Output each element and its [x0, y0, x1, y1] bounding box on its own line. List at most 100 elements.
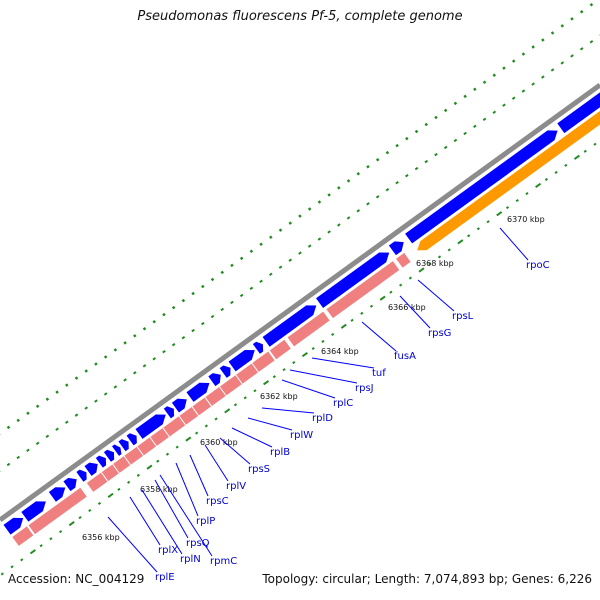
- gc-mark: [55, 427, 59, 431]
- gene-label-rplV[interactable]: rplV: [226, 481, 246, 492]
- gene-boundary: [191, 406, 199, 416]
- gene-label-rplC[interactable]: rplC: [333, 398, 353, 409]
- gc-mark: [103, 355, 108, 359]
- gene-label-leader: [499, 227, 529, 261]
- gene-label-rplW[interactable]: rplW: [290, 430, 313, 441]
- gene-label-leader: [204, 444, 229, 482]
- forward-gene[interactable]: [118, 439, 129, 452]
- forward-gene[interactable]: [208, 373, 221, 387]
- forward-gene[interactable]: [388, 241, 404, 256]
- gc-mark: [103, 392, 108, 396]
- gene-label-rplP[interactable]: rplP: [196, 516, 215, 527]
- reverse-gene[interactable]: [269, 339, 291, 360]
- gc-mark: [49, 537, 53, 541]
- forward-gene[interactable]: [21, 501, 46, 522]
- gc-mark: [482, 80, 487, 84]
- gc-mark: [132, 371, 137, 375]
- forward-gene[interactable]: [95, 455, 107, 468]
- tick-label: 6362 kbp: [260, 392, 298, 401]
- reverse-gene[interactable]: [326, 261, 400, 319]
- gene-label-fusA[interactable]: fusA: [394, 351, 416, 362]
- gc-mark: [327, 230, 331, 234]
- rpoC-gene[interactable]: [417, 91, 600, 251]
- gc-mark: [191, 291, 195, 296]
- forward-gene[interactable]: [228, 349, 255, 372]
- gene-label-rpsJ[interactable]: rpsJ: [355, 383, 374, 394]
- forward-gene[interactable]: [135, 414, 166, 439]
- forward-gene[interactable]: [405, 130, 558, 244]
- gene-label-rpsC[interactable]: rpsC: [206, 496, 229, 507]
- gc-mark: [389, 290, 393, 294]
- forward-gene[interactable]: [84, 462, 98, 476]
- forward-gene[interactable]: [163, 406, 175, 419]
- gene-label-rpoC[interactable]: rpoC: [526, 260, 550, 271]
- forward-gene[interactable]: [171, 398, 187, 413]
- gene-label-leader: [154, 479, 189, 539]
- gc-mark: [375, 195, 380, 199]
- forward-gene[interactable]: [186, 382, 210, 402]
- gene-label-rpsS[interactable]: rpsS: [248, 464, 270, 475]
- gc-mark: [68, 520, 75, 527]
- gene-label-rplD[interactable]: rplD: [312, 413, 333, 424]
- gene-label-tuf[interactable]: tuf: [372, 368, 386, 379]
- forward-gene[interactable]: [126, 433, 137, 446]
- gc-mark: [414, 166, 419, 171]
- gc-mark: [249, 286, 254, 291]
- gc-mark: [457, 239, 464, 245]
- gc-mark: [263, 380, 270, 386]
- gc-mark: [424, 159, 429, 164]
- forward-gene[interactable]: [219, 365, 231, 378]
- tick-label: 6358 kbp: [140, 485, 178, 494]
- gc-mark: [55, 390, 59, 394]
- gc-mark: [146, 464, 153, 470]
- gc-mark: [35, 404, 40, 408]
- reverse-gene[interactable]: [86, 351, 275, 492]
- gc-mark: [317, 237, 322, 241]
- reverse-gene[interactable]: [28, 487, 87, 535]
- gc-mark: [214, 417, 218, 421]
- accession-text: Accession: NC_004129: [8, 572, 145, 586]
- reverse-gene[interactable]: [12, 526, 34, 546]
- gc-mark: [366, 202, 370, 206]
- forward-gene[interactable]: [557, 83, 600, 134]
- tick-label: 6368 kbp: [416, 259, 454, 268]
- gene-label-rpsL[interactable]: rpsL: [452, 311, 474, 322]
- gene-label-leader: [219, 437, 251, 465]
- forward-gene[interactable]: [3, 517, 24, 535]
- gene-label-rplN[interactable]: rplN: [180, 554, 201, 565]
- gene-label-rplE[interactable]: rplE: [155, 572, 175, 583]
- forward-gene[interactable]: [63, 477, 77, 492]
- forward-gene[interactable]: [112, 444, 122, 456]
- gene-boundary: [219, 386, 227, 396]
- gc-mark: [136, 473, 140, 477]
- gc-mark: [331, 332, 335, 336]
- gc-mark: [301, 351, 308, 358]
- gc-mark: [463, 94, 467, 99]
- gene-label-rpsG[interactable]: rpsG: [428, 328, 451, 339]
- tick-label: 6364 kbp: [321, 347, 359, 356]
- gc-mark: [511, 59, 516, 63]
- gc-mark: [505, 206, 510, 210]
- gene-label-rplX[interactable]: rplX: [158, 545, 178, 556]
- gene-label-rpmC[interactable]: rpmC: [210, 556, 237, 567]
- forward-gene[interactable]: [262, 305, 317, 347]
- forward-gene[interactable]: [48, 487, 66, 502]
- gc-mark: [26, 448, 30, 453]
- gc-mark: [511, 96, 516, 100]
- gene-label-rplB[interactable]: rplB: [270, 447, 290, 458]
- gc-mark: [94, 399, 98, 403]
- gc-mark: [181, 335, 186, 340]
- reverse-gene[interactable]: [287, 311, 330, 347]
- map-title: Pseudomonas fluorescens Pf-5, complete g…: [137, 9, 463, 24]
- gc-mark: [278, 265, 283, 269]
- gc-mark: [74, 413, 79, 417]
- forward-gene[interactable]: [103, 449, 115, 462]
- gene-label-leader: [281, 379, 336, 399]
- reverse-gene[interactable]: [396, 252, 411, 268]
- forward-gene[interactable]: [76, 469, 87, 482]
- gene-label-rpsQ[interactable]: rpsQ: [186, 538, 210, 549]
- forward-gene[interactable]: [316, 252, 390, 309]
- gc-mark: [84, 406, 89, 410]
- gc-mark: [521, 89, 526, 93]
- forward-gene[interactable]: [252, 341, 264, 354]
